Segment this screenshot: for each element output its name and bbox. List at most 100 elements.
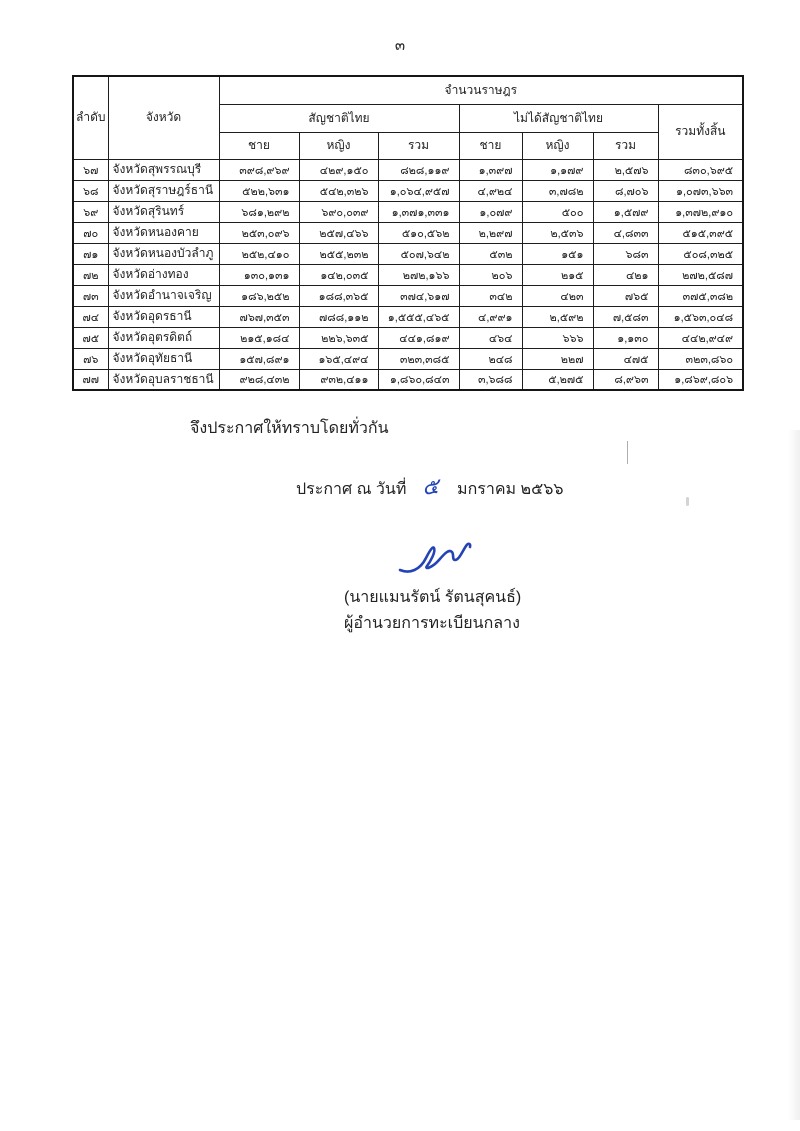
grand-total: ๑,๓๗๒,๙๑๐ [657,200,744,223]
thai-total: ๕๐๗,๖๔๒ [377,242,460,265]
thai-female: ๑๘๘,๓๖๕ [298,284,379,307]
nonthai-female: ๒๑๕ [521,263,594,286]
nonthai-total: ๔๗๕ [592,347,659,370]
thai-male: ๑๓๐,๑๓๑ [218,263,300,286]
thai-total: ๓๗๔,๖๑๗ [377,284,460,307]
nonthai-female: ๑๕๑ [521,242,594,265]
nonthai-male: ๔,๙๙๑ [458,305,523,328]
col-header-grand-total: รวมทั้งสิ้น [657,103,744,160]
row-order: ๗๕ [72,326,109,349]
nonthai-total: ๘,๗๐๖ [592,179,659,202]
table-row: ๗๖ จังหวัดอุทัยธานี ๑๕๗,๘๙๑ ๑๖๕,๔๙๔ ๓๒๓,… [72,347,744,370]
thai-male: ๗๖๗,๓๕๓ [218,305,300,328]
signature-icon [398,542,472,573]
date-suffix: มกราคม ๒๕๖๖ [457,481,564,498]
row-order: ๗๑ [72,242,109,265]
thai-total: ๑,๓๗๑,๓๓๑ [377,200,460,223]
thai-male: ๑๘๖,๒๕๒ [218,284,300,307]
table-row: ๖๘ จังหวัดสุราษฎร์ธานี ๕๒๒,๖๓๑ ๕๔๒,๓๒๖ ๑… [72,179,744,202]
table-row: ๖๗ จังหวัดสุพรรณบุรี ๓๙๘,๙๖๙ ๔๒๙,๑๕๐ ๘๒๘… [72,158,744,181]
thai-female: ๑๔๒,๐๓๕ [298,263,379,286]
nonthai-female: ๔๒๓ [521,284,594,307]
thai-female: ๗๘๘,๑๑๒ [298,305,379,328]
grand-total: ๓๗๕,๓๘๒ [657,284,744,307]
scan-artifact-line [627,441,628,464]
thai-female: ๖๙๐,๐๓๙ [298,200,379,223]
nonthai-male: ๓๔๒ [458,284,523,307]
handwritten-date-day: ๕ [421,473,441,500]
nonthai-female: ๓,๗๘๒ [521,179,594,202]
grand-total: ๑,๐๗๓,๖๖๓ [657,179,744,202]
nonthai-male: ๒,๒๙๗ [458,221,523,244]
thai-male: ๓๙๘,๙๖๙ [218,158,300,181]
nonthai-total: ๗๖๕ [592,284,659,307]
thai-total: ๘๒๘,๑๑๙ [377,158,460,181]
nonthai-male: ๔,๙๒๔ [458,179,523,202]
row-order: ๗๔ [72,305,109,328]
row-province: จังหวัดอุตรดิตถ์ [107,326,220,349]
page-number: ๓ [394,37,406,54]
scan-artifact-smudge [686,497,689,506]
table-row: ๗๓ จังหวัดอำนาจเจริญ ๑๘๖,๒๕๒ ๑๘๘,๓๖๕ ๓๗๔… [72,284,744,307]
grand-total: ๔๔๒,๙๔๙ [657,326,744,349]
grand-total: ๕๐๘,๓๒๕ [657,242,744,265]
table-row: ๗๑ จังหวัดหนองบัวลำภู ๒๕๒,๔๑๐ ๒๕๕,๒๓๒ ๕๐… [72,242,744,265]
nonthai-male: ๔๖๔ [458,326,523,349]
thai-male: ๑๕๗,๘๙๑ [218,347,300,370]
nonthai-total: ๖๘๓ [592,242,659,265]
grand-total: ๑,๘๖๙,๘๐๖ [657,368,744,391]
col-header-nonthai-sum: รวม [592,131,659,160]
nonthai-male: ๓,๖๘๘ [458,368,523,391]
grand-total: ๒๗๒,๕๘๗ [657,263,744,286]
row-province: จังหวัดสุราษฎร์ธานี [107,179,220,202]
thai-male: ๒๕๓,๐๙๖ [218,221,300,244]
nonthai-male: ๒๔๘ [458,347,523,370]
nonthai-male: ๕๓๒ [458,242,523,265]
thai-female: ๑๖๕,๔๙๔ [298,347,379,370]
col-header-thai-female: หญิง [298,131,379,160]
nonthai-female: ๖๖๖ [521,326,594,349]
table-row: ๗๕ จังหวัดอุตรดิตถ์ ๒๑๕,๑๘๔ ๒๒๖,๖๓๕ ๔๔๑,… [72,326,744,349]
thai-male: ๙๒๘,๔๓๒ [218,368,300,391]
col-header-thai-nationality: สัญชาติไทย [218,103,460,133]
col-header-thai-sum: รวม [377,131,460,160]
row-order: ๗๐ [72,221,109,244]
thai-female: ๙๓๒,๔๑๑ [298,368,379,391]
row-province: จังหวัดอุทัยธานี [107,347,220,370]
thai-total: ๓๒๓,๓๘๕ [377,347,460,370]
row-order: ๖๙ [72,200,109,223]
row-province: จังหวัดสุรินทร์ [107,200,220,223]
table-row: ๗๔ จังหวัดอุดรธานี ๗๖๗,๓๕๓ ๗๘๘,๑๑๒ ๑,๕๕๕… [72,305,744,328]
row-province: จังหวัดอุบลราชธานี [107,368,220,391]
col-header-province: จังหวัด [107,75,220,160]
grand-total: ๑,๕๖๓,๐๔๘ [657,305,744,328]
table-row: ๗๐ จังหวัดหนองคาย ๒๕๓,๐๙๖ ๒๕๗,๔๖๖ ๕๑๐,๕๖… [72,221,744,244]
nonthai-male: ๑,๐๗๙ [458,200,523,223]
row-order: ๗๓ [72,284,109,307]
row-province: จังหวัดอำนาจเจริญ [107,284,220,307]
table-row: ๖๙ จังหวัดสุรินทร์ ๖๘๑,๒๙๒ ๖๙๐,๐๓๙ ๑,๓๗๑… [72,200,744,223]
thai-female: ๒๒๖,๖๓๕ [298,326,379,349]
col-header-non-thai-nationality: ไม่ได้สัญชาติไทย [458,103,659,133]
col-header-order: ลำดับ [72,75,109,160]
row-province: จังหวัดอ่างทอง [107,263,220,286]
col-header-nonthai-female: หญิง [521,131,594,160]
nonthai-female: ๒๒๗ [521,347,594,370]
row-province: จังหวัดสุพรรณบุรี [107,158,220,181]
table-row: ๗๗ จังหวัดอุบลราชธานี ๙๒๘,๔๓๒ ๙๓๒,๔๑๑ ๑,… [72,368,744,391]
thai-female: ๒๕๗,๔๖๖ [298,221,379,244]
signer-name: (นายแมนรัตน์ รัตนสุคนธ์) [344,589,522,606]
announcement-date-line: ประกาศ ณ วันที่ ๕ มกราคม ๒๕๖๖ [296,469,564,504]
row-province: จังหวัดหนองบัวลำภู [107,242,220,265]
nonthai-total: ๔,๘๓๓ [592,221,659,244]
scan-edge-shadow [788,430,800,1120]
nonthai-female: ๒,๕๙๒ [521,305,594,328]
row-order: ๗๖ [72,347,109,370]
nonthai-total: ๑,๕๗๙ [592,200,659,223]
col-header-nonthai-male: ชาย [458,131,523,160]
nonthai-female: ๕๐๐ [521,200,594,223]
row-order: ๖๗ [72,158,109,181]
nonthai-male: ๑,๓๙๗ [458,158,523,181]
grand-total: ๕๑๕,๓๙๕ [657,221,744,244]
